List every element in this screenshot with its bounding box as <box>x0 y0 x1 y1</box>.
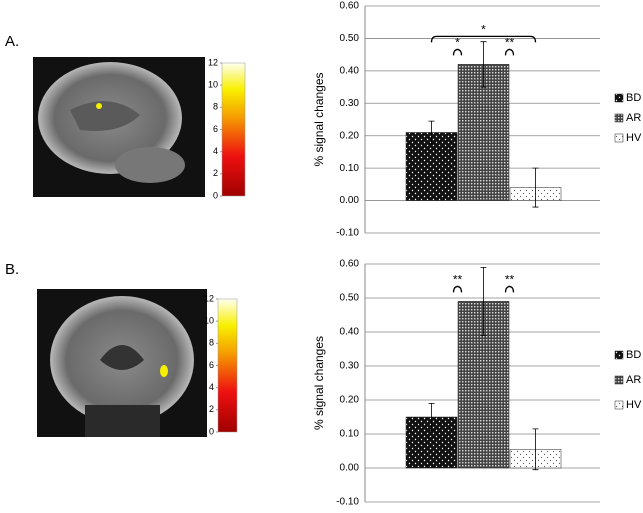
colorbar-tick-label: 2 <box>213 168 218 178</box>
y-tick-label: 0.50 <box>340 33 360 44</box>
colorbar-tick-label: 10 <box>208 80 218 90</box>
error-bar <box>428 403 435 431</box>
significance-label: ** <box>505 36 515 50</box>
legend-label: AR <box>626 112 641 124</box>
error-bar <box>532 167 539 208</box>
colorbar-tick-label: 4 <box>213 146 218 156</box>
y-tick-label: 0.00 <box>340 195 360 206</box>
legend-swatch <box>614 375 624 385</box>
y-tick-label: 0.50 <box>340 293 360 304</box>
y-tick-label: 0.00 <box>340 463 360 474</box>
error-bar <box>532 428 539 471</box>
legend-label: BD <box>626 92 641 104</box>
panel-label: B. <box>5 261 19 278</box>
legend-label: BD <box>626 349 641 361</box>
colorbar <box>221 62 246 197</box>
significance-bracket <box>452 285 463 293</box>
y-tick-label: 0.60 <box>340 1 360 12</box>
panel-label: A. <box>5 33 19 50</box>
colorbar-tick-label: 2 <box>209 404 214 414</box>
brain-image <box>33 57 205 197</box>
error-bar <box>428 120 435 145</box>
significance-label: ** <box>453 273 463 287</box>
y-tick-label: -0.10 <box>336 228 359 239</box>
colorbar <box>217 298 238 433</box>
colorbar-tick-label: 8 <box>209 338 214 348</box>
significance-label: * <box>481 23 486 37</box>
colorbar-tick-label: 0 <box>213 190 218 200</box>
y-tick-label: 0.10 <box>340 429 360 440</box>
y-axis-label: % signal changes <box>312 72 326 166</box>
y-tick-label: 0.30 <box>340 361 360 372</box>
error-bar <box>480 267 487 336</box>
legend-label: AR <box>626 374 641 386</box>
colorbar-tick-label: 6 <box>213 124 218 134</box>
significance-label: ** <box>505 273 515 287</box>
y-tick-label: -0.10 <box>336 497 359 508</box>
brain-image <box>37 289 207 437</box>
colorbar-tick-label: 8 <box>213 102 218 112</box>
y-tick-label: 0.20 <box>340 130 360 141</box>
colorbar-tick-label: 12 <box>204 293 214 303</box>
colorbar-tick-label: 0 <box>209 426 214 436</box>
significance-bracket <box>430 35 537 43</box>
legend-label: HV <box>626 132 642 144</box>
y-tick-label: 0.40 <box>340 65 360 76</box>
legend-swatch <box>614 133 624 143</box>
colorbar-tick-label: 4 <box>209 382 214 392</box>
y-tick-label: 0.20 <box>340 395 360 406</box>
y-tick-label: 0.40 <box>340 327 360 338</box>
y-tick-label: 0.30 <box>340 98 360 109</box>
legend-label: HV <box>626 399 642 411</box>
significance-label: * <box>455 36 460 50</box>
colorbar-tick-label: 12 <box>208 57 218 67</box>
legend-swatch <box>614 93 624 103</box>
legend-swatch <box>614 113 624 123</box>
significance-bracket <box>504 285 515 293</box>
legend-swatch <box>614 400 624 410</box>
legend-swatch <box>614 350 624 360</box>
y-tick-label: 0.10 <box>340 163 360 174</box>
significance-bracket <box>504 48 515 56</box>
y-tick-label: 0.60 <box>340 259 360 270</box>
significance-bracket <box>452 48 463 56</box>
colorbar-tick-label: 10 <box>204 316 214 326</box>
error-bar <box>480 41 487 88</box>
colorbar-tick-label: 6 <box>209 360 214 370</box>
y-axis-label: % signal changes <box>312 336 326 430</box>
